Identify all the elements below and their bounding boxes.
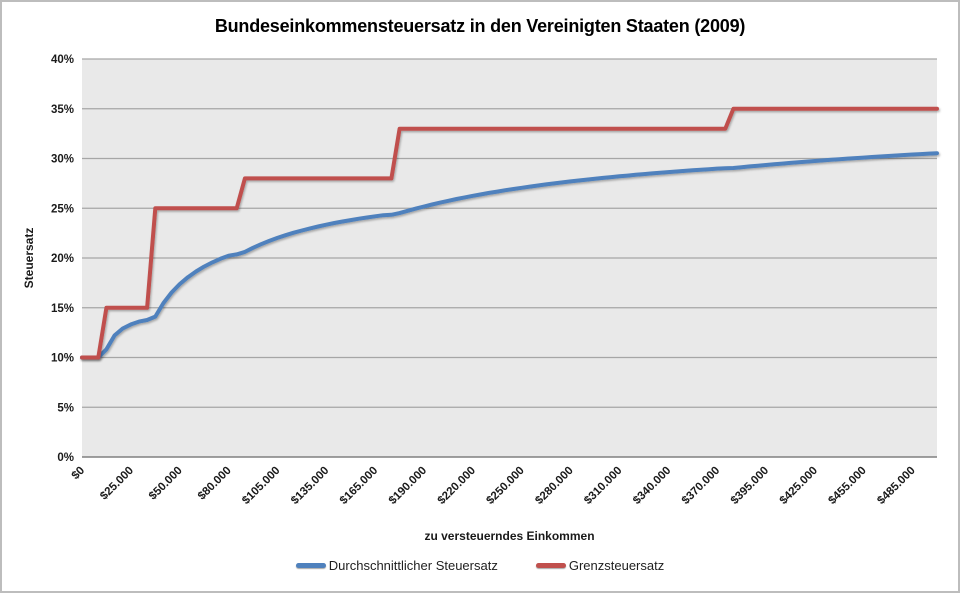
x-tick-label: $50.000	[147, 465, 185, 503]
marginal-series-swatch-icon	[535, 563, 566, 568]
x-tick-label: $190.000	[387, 465, 429, 507]
legend-label-marginal: Grenzsteuersatz	[568, 558, 665, 573]
x-tick-label: $455.000	[826, 465, 868, 507]
legend-item-average: Durchschnittlicher Steuersatz	[295, 558, 498, 573]
x-tick-label: $425.000	[778, 465, 820, 507]
x-tick-label: $80.000	[196, 465, 234, 503]
average-tax-rate-line	[80, 151, 939, 360]
x-tick-label: $165.000	[338, 465, 380, 507]
x-tick-label: $370.000	[680, 465, 722, 507]
y-axis-title: Steuersatz	[22, 227, 36, 289]
x-tick-label: $395.000	[729, 465, 771, 507]
legend: Durchschnittlicher Steuersatz Grenzsteue…	[2, 558, 958, 573]
y-tick-label: 20%	[51, 253, 74, 265]
marginal-tax-rate-line	[80, 106, 939, 360]
x-tick-label: $105.000	[240, 465, 282, 507]
legend-item-marginal: Grenzsteuersatz	[535, 558, 665, 573]
chart-title: Bundeseinkommensteuersatz in den Vereini…	[214, 16, 746, 36]
x-tick-label: $250.000	[484, 465, 526, 507]
x-tick-label: $280.000	[533, 465, 575, 507]
y-tick-label: 15%	[51, 303, 74, 315]
x-tick-label: $0	[70, 465, 88, 483]
y-tick-label: 40%	[51, 54, 74, 66]
x-tick-label: $220.000	[436, 465, 478, 507]
y-tick-label: 0%	[57, 452, 74, 464]
y-tick-label: 5%	[57, 402, 74, 414]
x-tick-label: $310.000	[582, 465, 624, 507]
x-axis-title: zu versteuerndes Einkommen	[424, 529, 595, 543]
y-tick-label: 25%	[51, 203, 74, 215]
legend-label-average: Durchschnittlicher Steuersatz	[328, 558, 498, 573]
y-tick-label: 10%	[51, 353, 74, 365]
average-series-swatch-icon	[295, 563, 326, 568]
x-tick-label: $485.000	[875, 465, 917, 507]
x-tick-label: $340.000	[631, 465, 673, 507]
x-tick-label: $135.000	[289, 465, 331, 507]
y-tick-label: 35%	[51, 104, 74, 116]
x-tick-label: $25.000	[98, 465, 136, 503]
y-tick-label: 30%	[51, 154, 74, 166]
